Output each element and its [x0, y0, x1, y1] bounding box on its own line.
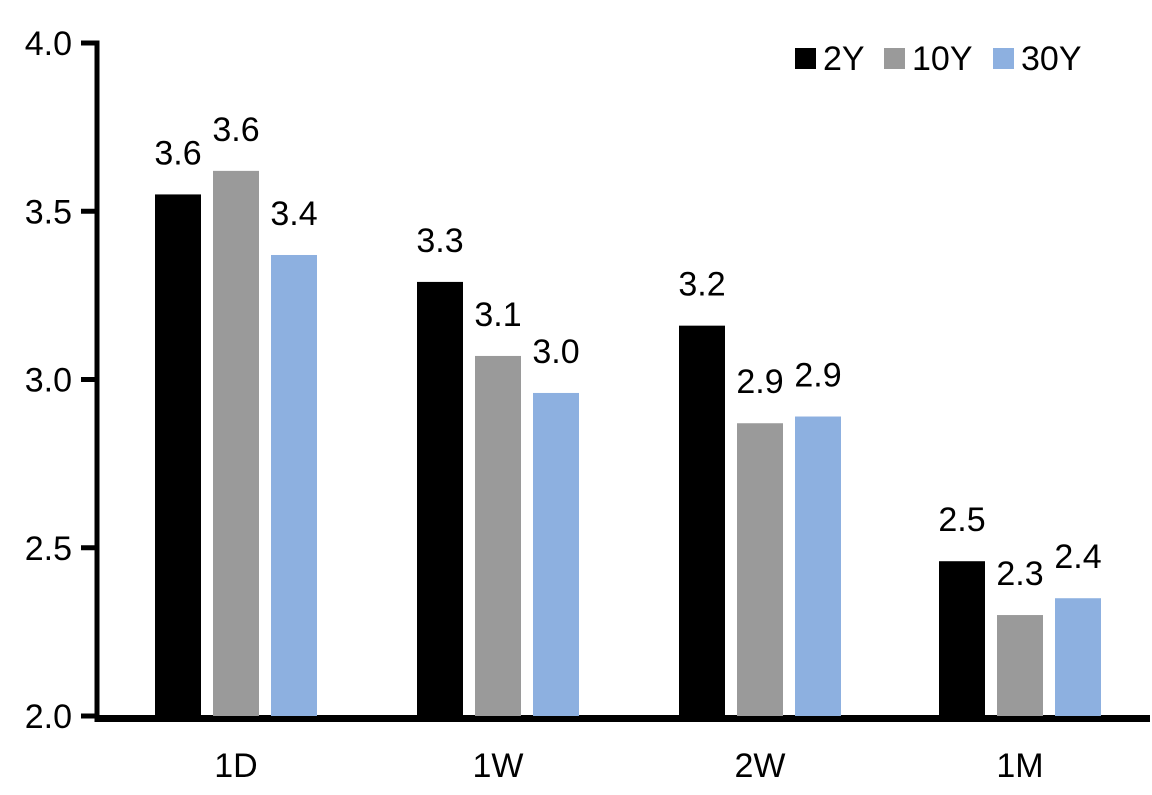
y-tick-label: 3.0: [25, 362, 72, 400]
bar-10Y-1D: [213, 170, 259, 716]
legend-label-10Y: 10Y: [912, 40, 973, 78]
x-category-label: 1W: [473, 747, 524, 785]
bar-10Y-2W: [737, 423, 783, 716]
bar-value-label-30Y-2W: 2.9: [794, 357, 841, 395]
x-category-label: 1M: [996, 747, 1043, 785]
bar-value-label-10Y-1W: 3.1: [474, 296, 521, 334]
legend-swatch-30Y: [993, 48, 1014, 69]
bar-value-label-2Y-1D: 3.6: [154, 134, 201, 172]
bar-30Y-1D: [271, 254, 317, 716]
bar-value-label-2Y-1W: 3.3: [416, 222, 463, 260]
bar-30Y-2W: [795, 416, 841, 716]
bar-value-label-30Y-1D: 3.4: [270, 195, 317, 233]
bar-30Y-1W: [533, 392, 579, 716]
legend-label-30Y: 30Y: [1021, 40, 1082, 78]
bar-10Y-1W: [475, 355, 521, 716]
bar-value-label-10Y-1D: 3.6: [212, 111, 259, 149]
bar-value-label-10Y-1M: 2.3: [996, 555, 1043, 593]
x-category-label: 1D: [214, 747, 257, 785]
bar-2Y-1M: [939, 561, 985, 716]
y-tick-label: 4.0: [25, 25, 72, 63]
y-tick-label: 2.5: [25, 530, 72, 568]
bar-30Y-1M: [1055, 598, 1101, 716]
bar-value-label-10Y-2W: 2.9: [736, 363, 783, 401]
bar-value-label-2Y-2W: 3.2: [678, 266, 725, 304]
bar-value-label-2Y-1M: 2.5: [938, 501, 985, 539]
bar-2Y-1W: [417, 281, 463, 716]
legend-label-2Y: 2Y: [823, 40, 865, 78]
bar-2Y-1D: [155, 194, 201, 717]
x-category-label: 2W: [735, 747, 786, 785]
bar-10Y-1M: [997, 615, 1043, 716]
bar-value-label-30Y-1M: 2.4: [1054, 538, 1101, 576]
legend-swatch-2Y: [795, 48, 816, 69]
legend-swatch-10Y: [884, 48, 905, 69]
y-tick-label: 2.0: [25, 698, 72, 736]
y-tick-label: 3.5: [25, 193, 72, 231]
bar-2Y-2W: [679, 325, 725, 716]
bar-value-label-30Y-1W: 3.0: [532, 333, 579, 371]
